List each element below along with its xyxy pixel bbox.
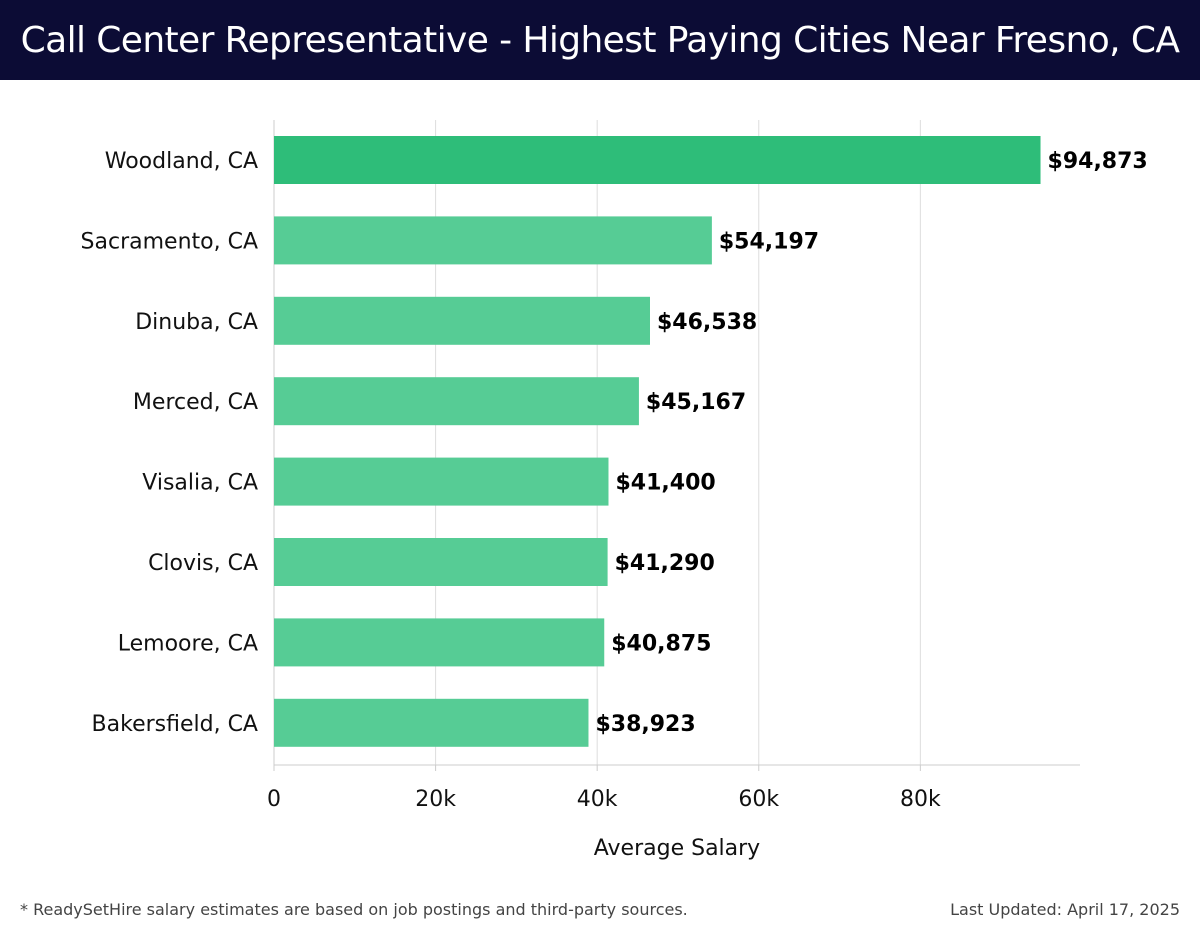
salary-bar [274,618,605,667]
footnote: * ReadySetHire salary estimates are base… [20,900,688,919]
x-tick-label: 60k [738,787,779,812]
city-label: Clovis, CA [148,551,258,576]
x-tick-label: 20k [415,787,456,812]
salary-bar-chart: 0 20k 40k 60k 80k Woodland, CA $94,873 Sacramen… [81,120,1148,861]
salary-value-label: $46,538 [657,310,757,335]
salary-bar [274,377,639,426]
salary-value-label: $45,167 [646,390,746,415]
salary-bar [274,457,609,506]
x-tick-label: 80k [900,787,941,812]
x-tick-label: 40k [577,787,618,812]
header-bar: Call Center Representative - Highest Pay… [0,0,1200,80]
city-label: Bakersfield, CA [92,712,258,737]
salary-bar [274,136,1041,184]
city-label: Merced, CA [133,390,258,415]
salary-value-label: $38,923 [595,712,695,737]
last-updated: Last Updated: April 17, 2025 [950,900,1180,919]
salary-value-label: $41,290 [615,551,715,576]
city-label: Dinuba, CA [135,310,258,335]
city-label: Woodland, CA [105,149,258,174]
salary-value-label: $94,873 [1048,149,1148,174]
x-axis-title: Average Salary [594,836,760,861]
salary-bar [274,216,712,265]
city-label: Lemoore, CA [118,631,258,656]
salary-bar [274,538,608,586]
city-label: Sacramento, CA [81,229,258,254]
x-tick-label: 0 [267,787,281,812]
salary-value-label: $54,197 [719,229,819,254]
salary-bar [274,296,650,345]
salary-value-label: $41,400 [615,471,715,496]
city-label: Visalia, CA [142,471,258,496]
salary-value-label: $40,875 [611,631,711,656]
chart-title: Call Center Representative - Highest Pay… [20,19,1180,61]
salary-bar [274,698,589,747]
